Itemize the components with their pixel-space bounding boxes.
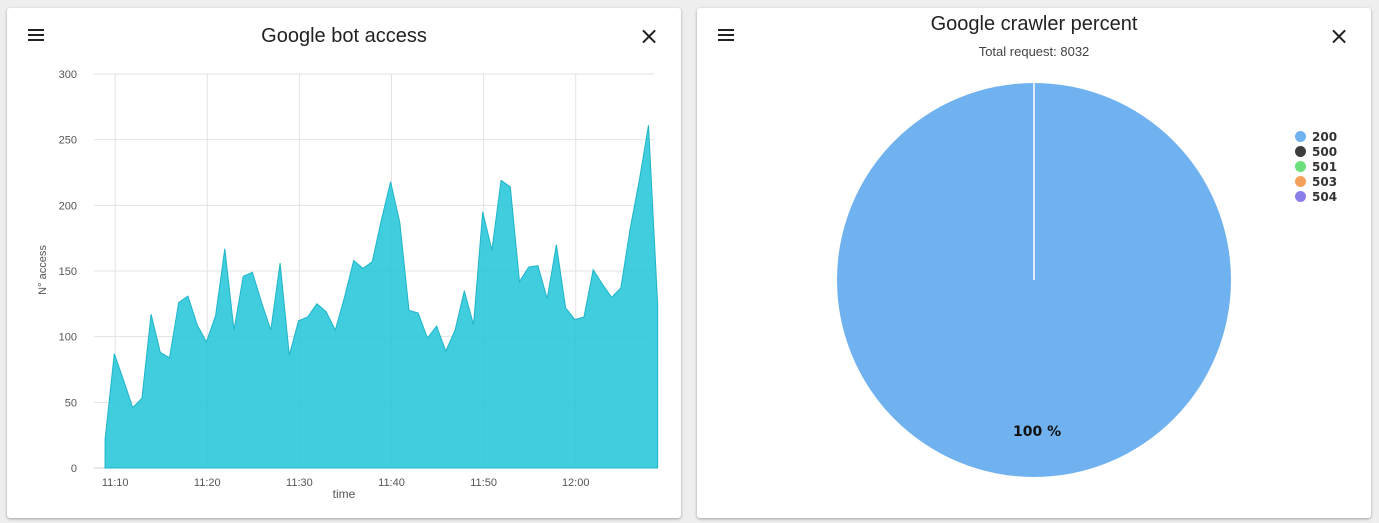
y-tick-label: 200 [59,200,77,212]
x-tick-label: 12:00 [562,477,590,489]
pie-data-label: 100 % [1013,424,1062,440]
legend-label: 503 [1312,174,1338,189]
legend-marker [1295,161,1306,172]
google-bot-access-card: Google bot access × 0 50 100 150 200 250 300 1… [7,8,681,518]
legend-item-504[interactable]: 504 [1295,189,1337,204]
legend-marker [1295,131,1306,142]
x-tick-label: 11:30 [286,477,313,489]
y-axis-label: N° access [37,245,49,295]
legend-marker [1295,146,1306,157]
pie-chart [837,83,1231,477]
legend-item-200[interactable]: 200 [1295,129,1337,144]
legend-item-501[interactable]: 501 [1295,159,1337,174]
legend-item-503[interactable]: 503 [1295,174,1337,189]
legend-marker [1295,176,1306,187]
hamburger-menu-icon[interactable] [718,29,734,42]
x-tick-label: 11:40 [378,477,405,489]
y-tick-label: 100 [59,332,77,344]
chart-subtitle: Total request: 8032 [978,44,1090,59]
x-tick-label: 11:20 [194,477,221,489]
legend-label: 504 [1312,189,1338,204]
google-crawler-percent-card: Google crawler percent Total request: 80… [697,8,1371,518]
chart-title: Google crawler percent [930,13,1138,35]
legend-item-500[interactable]: 500 [1295,144,1337,159]
x-tick-label: 11:50 [470,477,497,489]
x-tick-label: 11:10 [102,477,129,489]
y-tick-label: 300 [59,69,77,81]
y-tick-label: 0 [71,463,77,475]
legend: 200 500 501 503 504 [1295,129,1337,204]
y-tick-label: 150 [59,266,77,278]
legend-label: 501 [1312,159,1338,174]
y-axis: 0 50 100 150 200 250 300 [59,69,77,475]
legend-label: 200 [1312,129,1338,144]
close-icon[interactable]: × [638,22,660,50]
hamburger-menu-icon[interactable] [28,29,44,42]
legend-label: 500 [1312,144,1338,159]
legend-marker [1295,191,1306,202]
close-icon[interactable]: × [1328,22,1350,50]
y-tick-label: 50 [65,397,77,409]
y-tick-label: 250 [59,135,77,147]
x-axis: 11:10 11:20 11:30 11:40 11:50 12:00 [102,477,590,489]
series-area [104,125,659,469]
chart-title: Google bot access [261,25,427,47]
x-axis-label: time [333,487,356,501]
